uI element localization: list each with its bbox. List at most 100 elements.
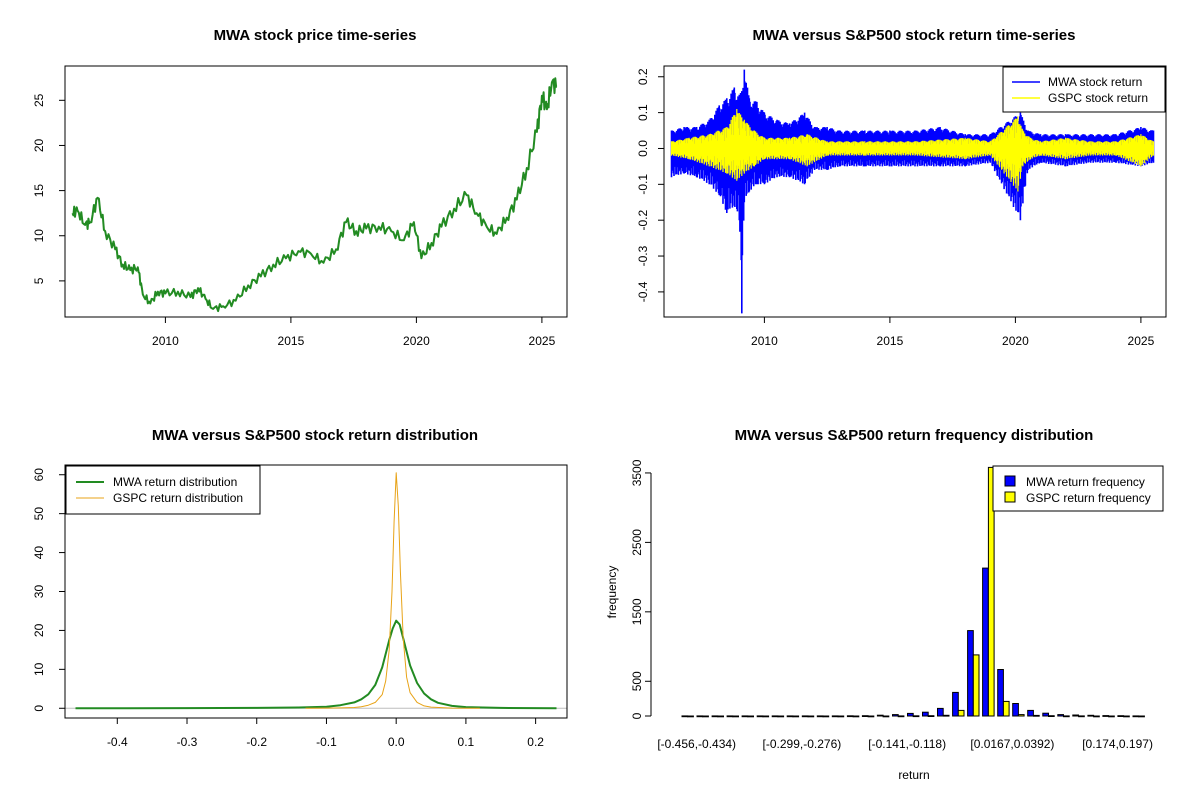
frequency-mwa-bar xyxy=(831,715,839,718)
frequency-mwa-bar xyxy=(711,715,719,718)
returns-y-tick-label: -0.3 xyxy=(636,245,650,266)
frequency-legend-gspc-swatch xyxy=(1004,491,1016,503)
returns-y-tick-label: -0.2 xyxy=(636,210,650,231)
density-legend-gspc-label: GSPC return distribution xyxy=(113,491,243,505)
price-x-tick-label: 2025 xyxy=(529,334,556,348)
returns-plot-frame xyxy=(663,65,1167,318)
frequency-y-axis-label: frequency xyxy=(605,566,619,619)
frequency-gspc-bar xyxy=(852,715,860,718)
price-y-tick-label: 25 xyxy=(32,93,46,107)
price-y-tick-label: 20 xyxy=(32,138,46,152)
frequency-legend-box xyxy=(992,465,1164,512)
frequency-gspc-bar xyxy=(1078,715,1085,718)
frequency-mwa-bar xyxy=(1087,714,1095,717)
frequency-gspc-bar xyxy=(792,715,800,718)
frequency-x-tick-label: [-0.456,-0.434) xyxy=(657,737,736,751)
frequency-mwa-bar xyxy=(801,715,809,718)
density-y-axis: 0 10 20 30 40 50 60 xyxy=(32,468,65,712)
frequency-mwa-bar xyxy=(786,715,794,718)
density-y-tick-label: 30 xyxy=(32,585,46,599)
density-x-tick-label: 0.2 xyxy=(527,735,544,749)
returns-legend-box xyxy=(1002,66,1166,113)
returns-x-tick-label: 2020 xyxy=(1002,334,1029,348)
frequency-gspc-bar xyxy=(837,715,845,718)
frequency-mwa-bar xyxy=(892,714,899,717)
frequency-mwa-bar xyxy=(741,715,749,718)
frequency-legend-gspc-label: GSPC return frequency xyxy=(1026,491,1151,505)
frequency-y-tick-label: 0 xyxy=(630,712,644,719)
price-y-tick-label: 10 xyxy=(32,229,46,243)
frequency-mwa-bar xyxy=(1027,709,1034,717)
returns-y-axis: 0.2 0.1 0.0 -0.1 -0.2 -0.3 -0.4 xyxy=(636,68,664,302)
frequency-mwa-bar xyxy=(1102,715,1110,717)
returns-y-tick-label: 0.2 xyxy=(636,68,650,85)
price-x-tick-label: 2020 xyxy=(403,334,430,348)
frequency-gspc-bar xyxy=(1048,715,1055,718)
frequency-gspc-bar xyxy=(882,715,890,718)
density-x-tick-label: 0.0 xyxy=(388,735,405,749)
frequency-gspc-bar xyxy=(1138,715,1145,718)
returns-x-tick-label: 2025 xyxy=(1128,334,1155,348)
frequency-mwa-bar xyxy=(1072,714,1080,717)
returns-y-tick-label: 0.0 xyxy=(636,140,650,157)
returns-y-tick-label: -0.1 xyxy=(636,174,650,195)
frequency-mwa-bar xyxy=(997,669,1004,717)
returns-chart-title: MWA versus S&P500 stock return time-seri… xyxy=(753,27,1076,44)
frequency-plot-area xyxy=(681,466,1145,718)
density-y-tick-label: 0 xyxy=(32,705,46,712)
frequency-y-axis: 0 500 1500 2500 3500 xyxy=(630,459,652,719)
density-x-axis: -0.4 -0.3 -0.2 -0.1 0.0 0.1 0.2 xyxy=(107,718,544,749)
frequency-gspc-bar xyxy=(1123,715,1130,718)
frequency-mwa-bar xyxy=(696,715,704,718)
frequency-gspc-bar xyxy=(822,715,830,718)
price-x-tick-label: 2010 xyxy=(152,334,179,348)
frequency-mwa-bar xyxy=(1057,714,1065,717)
frequency-y-tick-label: 500 xyxy=(630,671,644,691)
density-y-tick-label: 20 xyxy=(32,623,46,637)
density-y-tick-label: 40 xyxy=(32,546,46,560)
frequency-mwa-bar xyxy=(1132,715,1140,718)
frequency-y-tick-label: 1500 xyxy=(630,598,644,625)
frequency-gspc-bar xyxy=(957,709,965,717)
returns-legend: MWA stock return GSPC stock return xyxy=(1002,66,1166,113)
returns-plot-area xyxy=(670,69,1155,314)
frequency-mwa-bar xyxy=(861,715,869,718)
density-x-tick-label: -0.4 xyxy=(107,735,128,749)
frequency-mwa-bar xyxy=(846,715,854,718)
frequency-gspc-bar xyxy=(897,715,905,718)
returns-y-tick-label: 0.1 xyxy=(636,104,650,121)
density-gspc-curve xyxy=(305,472,480,709)
density-y-tick-label: 10 xyxy=(32,662,46,676)
density-x-tick-label: 0.1 xyxy=(458,735,475,749)
frequency-mwa-bar xyxy=(907,712,914,717)
frequency-gspc-bar xyxy=(717,715,724,718)
density-x-tick-label: -0.3 xyxy=(177,735,198,749)
frequency-legend-mwa-label: MWA return frequency xyxy=(1026,475,1145,489)
frequency-mwa-bar xyxy=(681,715,689,718)
returns-legend-gspc-label: GSPC stock return xyxy=(1048,91,1148,105)
frequency-gspc-bar xyxy=(912,715,920,718)
density-x-tick-label: -0.2 xyxy=(246,735,267,749)
density-y-tick-label: 60 xyxy=(32,468,46,482)
frequency-mwa-bar xyxy=(967,630,974,717)
frequency-mwa-bar xyxy=(1117,715,1125,718)
frequency-x-tick-label: [-0.141,-0.118) xyxy=(868,737,946,751)
price-x-tick-label: 2015 xyxy=(278,334,305,348)
frequency-y-tick-label: 2500 xyxy=(630,529,644,556)
density-legend-box xyxy=(65,465,261,515)
density-y-tick-label: 50 xyxy=(32,507,46,521)
frequency-legend: MWA return frequency GSPC return frequen… xyxy=(992,465,1164,512)
frequency-gspc-bar xyxy=(777,715,785,718)
frequency-gspc-bar xyxy=(702,715,709,718)
frequency-legend-mwa-swatch xyxy=(1004,475,1016,487)
frequency-mwa-bar xyxy=(816,715,824,718)
frequency-mwa-bar xyxy=(1012,703,1019,717)
frequency-gspc-bar xyxy=(1063,715,1070,718)
frequency-mwa-bar xyxy=(756,715,764,718)
frequency-mwa-bar xyxy=(937,707,944,717)
frequency-mwa-bar xyxy=(1042,712,1050,717)
price-y-tick-label: 15 xyxy=(32,184,46,198)
frequency-gspc-bar xyxy=(762,715,770,718)
price-plot-area xyxy=(71,77,558,313)
